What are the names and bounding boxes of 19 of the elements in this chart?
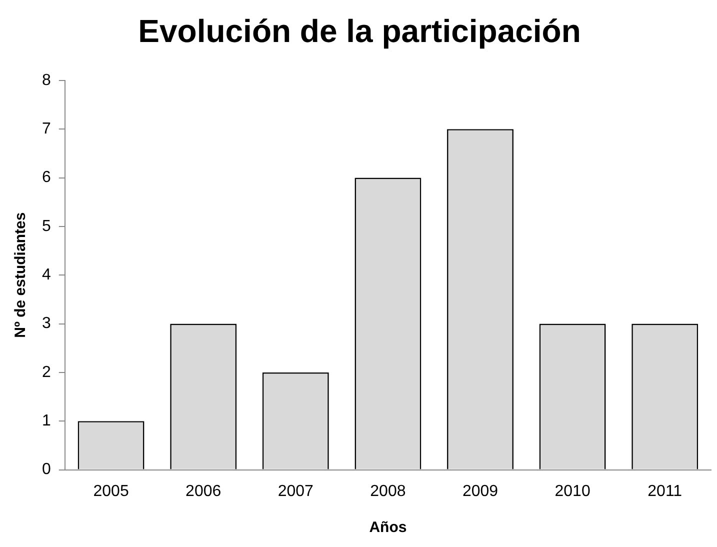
y-tick-label: 1 bbox=[42, 412, 51, 430]
x-tick-label: 2008 bbox=[370, 482, 406, 500]
y-tick-label: 5 bbox=[42, 218, 51, 235]
y-tick-label: 7 bbox=[42, 120, 51, 138]
y-tick-label: 3 bbox=[42, 315, 51, 332]
y-axis-title: Nº de estudiantes bbox=[12, 212, 30, 338]
x-tick-label: 2011 bbox=[648, 482, 682, 500]
chart-title: Evolución de la participación bbox=[138, 13, 581, 50]
x-tick-label: 2010 bbox=[554, 482, 590, 500]
x-tick-label: 2006 bbox=[186, 482, 222, 500]
x-axis-title: Años bbox=[369, 519, 407, 536]
y-tick-label: 8 bbox=[42, 72, 51, 89]
y-tick-label: 2 bbox=[42, 364, 51, 381]
y-tick-label: 4 bbox=[42, 266, 51, 284]
x-tick-label: 2007 bbox=[278, 482, 314, 500]
y-tick-label: 0 bbox=[42, 461, 51, 478]
x-tick-label: 2005 bbox=[93, 482, 129, 500]
y-tick-label: 6 bbox=[42, 169, 51, 186]
x-tick-label: 2009 bbox=[462, 482, 498, 500]
